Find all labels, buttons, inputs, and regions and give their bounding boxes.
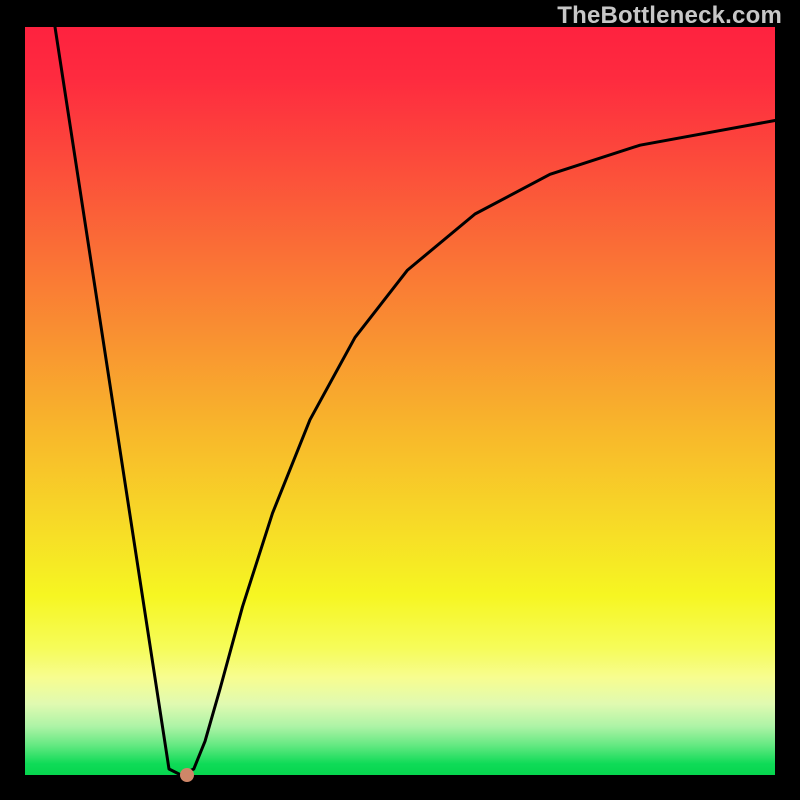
watermark-text: TheBottleneck.com [557, 2, 782, 30]
gradient-plot-area [25, 27, 775, 775]
chart-container: TheBottleneck.com [0, 0, 800, 800]
bottleneck-chart [0, 0, 800, 800]
optimal-point-marker [180, 768, 194, 782]
